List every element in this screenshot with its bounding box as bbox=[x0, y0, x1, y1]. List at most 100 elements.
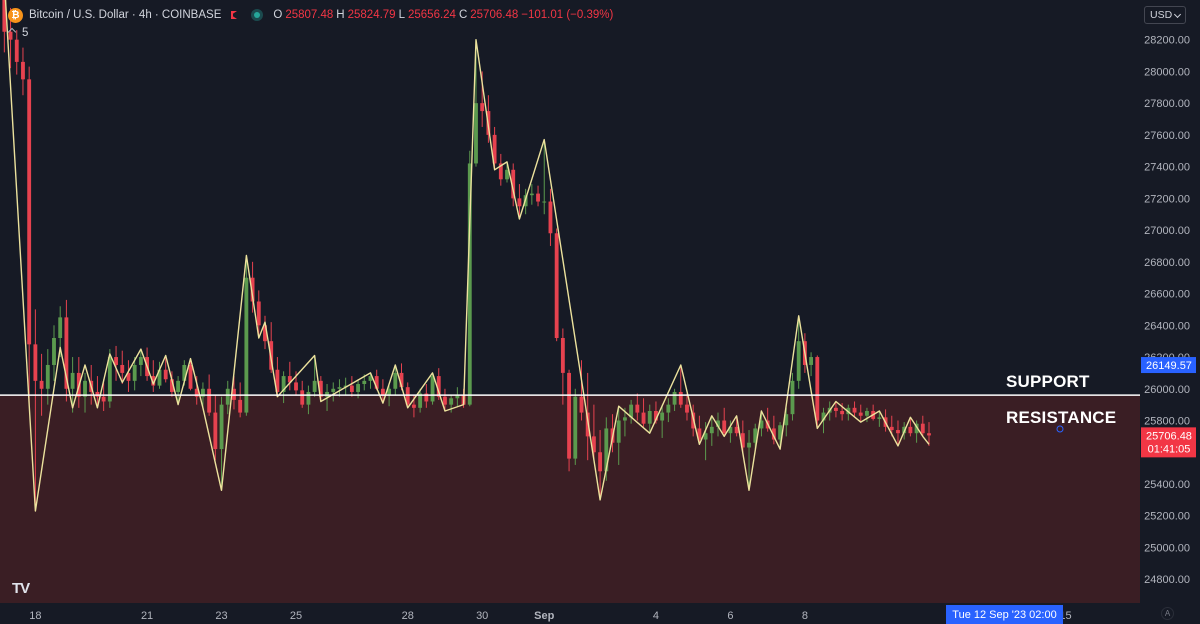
candle-body[interactable] bbox=[194, 388, 199, 397]
candle-body[interactable] bbox=[716, 420, 720, 427]
candle-body[interactable] bbox=[287, 376, 292, 383]
candle-body[interactable] bbox=[27, 79, 32, 345]
candle-body[interactable] bbox=[896, 430, 900, 434]
support-label[interactable]: SUPPORT bbox=[1006, 372, 1090, 391]
candle-body[interactable] bbox=[784, 414, 789, 426]
candle-body[interactable] bbox=[579, 396, 584, 413]
candle-body[interactable] bbox=[132, 364, 137, 381]
candle-body[interactable] bbox=[474, 103, 478, 164]
candle-body[interactable] bbox=[734, 426, 739, 434]
candle-body[interactable] bbox=[747, 442, 751, 448]
candle-body[interactable] bbox=[728, 426, 733, 434]
candle-body[interactable] bbox=[412, 404, 416, 408]
auto-scale-icon[interactable]: A bbox=[1161, 607, 1174, 620]
candle-body[interactable] bbox=[294, 382, 298, 391]
symbol-title[interactable]: Bitcoin / U.S. Dollar · 4h · COINBASE bbox=[29, 9, 222, 21]
candle-body[interactable] bbox=[219, 404, 224, 450]
candle-body[interactable] bbox=[107, 357, 112, 402]
candle-body[interactable] bbox=[821, 412, 826, 421]
candle-body[interactable] bbox=[318, 380, 323, 397]
candle-body[interactable] bbox=[480, 103, 485, 112]
candle-body[interactable] bbox=[920, 423, 925, 434]
candle-body[interactable] bbox=[430, 376, 435, 402]
candle-body[interactable] bbox=[753, 428, 758, 443]
candle-body[interactable] bbox=[771, 428, 776, 440]
candle-body[interactable] bbox=[622, 417, 627, 421]
candle-body[interactable] bbox=[45, 364, 50, 389]
candle-body[interactable] bbox=[393, 372, 398, 389]
candle-body[interactable] bbox=[542, 201, 547, 203]
candle-body[interactable] bbox=[790, 380, 795, 415]
candle-body[interactable] bbox=[914, 423, 919, 434]
candle-body[interactable] bbox=[889, 426, 894, 431]
candle-body[interactable] bbox=[554, 233, 559, 338]
candle-body[interactable] bbox=[300, 390, 305, 405]
candle-body[interactable] bbox=[660, 412, 665, 421]
candle-body[interactable] bbox=[927, 433, 931, 436]
candle-body[interactable] bbox=[225, 388, 230, 405]
candle-body[interactable] bbox=[331, 388, 336, 392]
candle-body[interactable] bbox=[740, 433, 745, 448]
candle-body[interactable] bbox=[120, 364, 125, 373]
candle-body[interactable] bbox=[449, 398, 454, 405]
candle-body[interactable] bbox=[809, 357, 814, 365]
candle-body[interactable] bbox=[83, 380, 87, 397]
candle-body[interactable] bbox=[443, 396, 447, 405]
candle-body[interactable] bbox=[275, 369, 280, 392]
candle-body[interactable] bbox=[213, 412, 218, 450]
candle-body[interactable] bbox=[529, 193, 534, 196]
candle-body[interactable] bbox=[505, 169, 509, 180]
candle-body[interactable] bbox=[201, 388, 205, 397]
candle-body[interactable] bbox=[349, 385, 354, 392]
candle-body[interactable] bbox=[536, 193, 540, 202]
candle-body[interactable] bbox=[498, 163, 503, 180]
candle-body[interactable] bbox=[685, 404, 689, 413]
candle-body[interactable] bbox=[573, 396, 578, 459]
candle-body[interactable] bbox=[840, 410, 845, 415]
candle-body[interactable] bbox=[778, 425, 782, 440]
candle-body[interactable] bbox=[492, 134, 497, 164]
candle-body[interactable] bbox=[548, 201, 553, 234]
candle-body[interactable] bbox=[33, 344, 38, 381]
tradingview-logo[interactable]: TV bbox=[12, 580, 30, 597]
currency-select[interactable]: USD bbox=[1144, 6, 1186, 24]
candle-body[interactable] bbox=[2, 0, 7, 32]
candle-body[interactable] bbox=[114, 357, 118, 365]
candle-body[interactable] bbox=[852, 407, 857, 413]
candle-body[interactable] bbox=[182, 364, 187, 381]
candle-body[interactable] bbox=[58, 317, 63, 338]
candle-body[interactable] bbox=[64, 317, 69, 389]
candle-body[interactable] bbox=[418, 393, 423, 408]
candle-body[interactable] bbox=[126, 372, 131, 381]
candle-body[interactable] bbox=[697, 428, 702, 440]
candle-body[interactable] bbox=[722, 420, 727, 434]
collapse-chevron-icon[interactable] bbox=[8, 29, 17, 38]
candle-body[interactable] bbox=[467, 163, 472, 405]
candle-body[interactable] bbox=[380, 388, 385, 396]
candle-body[interactable] bbox=[138, 357, 143, 365]
candle-body[interactable] bbox=[678, 391, 683, 405]
candle-body[interactable] bbox=[833, 407, 838, 411]
candle-body[interactable] bbox=[759, 420, 764, 429]
candle-body[interactable] bbox=[641, 412, 646, 424]
candle-body[interactable] bbox=[207, 388, 212, 413]
candle-body[interactable] bbox=[101, 396, 106, 402]
candle-body[interactable] bbox=[629, 404, 634, 418]
candle-body[interactable] bbox=[256, 301, 261, 326]
candle-body[interactable] bbox=[312, 380, 317, 392]
candle-body[interactable] bbox=[337, 387, 342, 389]
drawing-anchor-icon[interactable] bbox=[1056, 425, 1064, 433]
candle-body[interactable] bbox=[591, 436, 596, 453]
candle-body[interactable] bbox=[368, 376, 373, 381]
candle-body[interactable] bbox=[244, 277, 249, 413]
candle-body[interactable] bbox=[169, 379, 174, 392]
candle-body[interactable] bbox=[455, 395, 460, 399]
candle-body[interactable] bbox=[604, 428, 609, 472]
candle-body[interactable] bbox=[14, 39, 19, 62]
candle-body[interactable] bbox=[858, 412, 863, 416]
candle-body[interactable] bbox=[374, 376, 379, 389]
candle-body[interactable] bbox=[635, 404, 640, 413]
candle-body[interactable] bbox=[70, 372, 75, 389]
candle-body[interactable] bbox=[796, 341, 801, 381]
